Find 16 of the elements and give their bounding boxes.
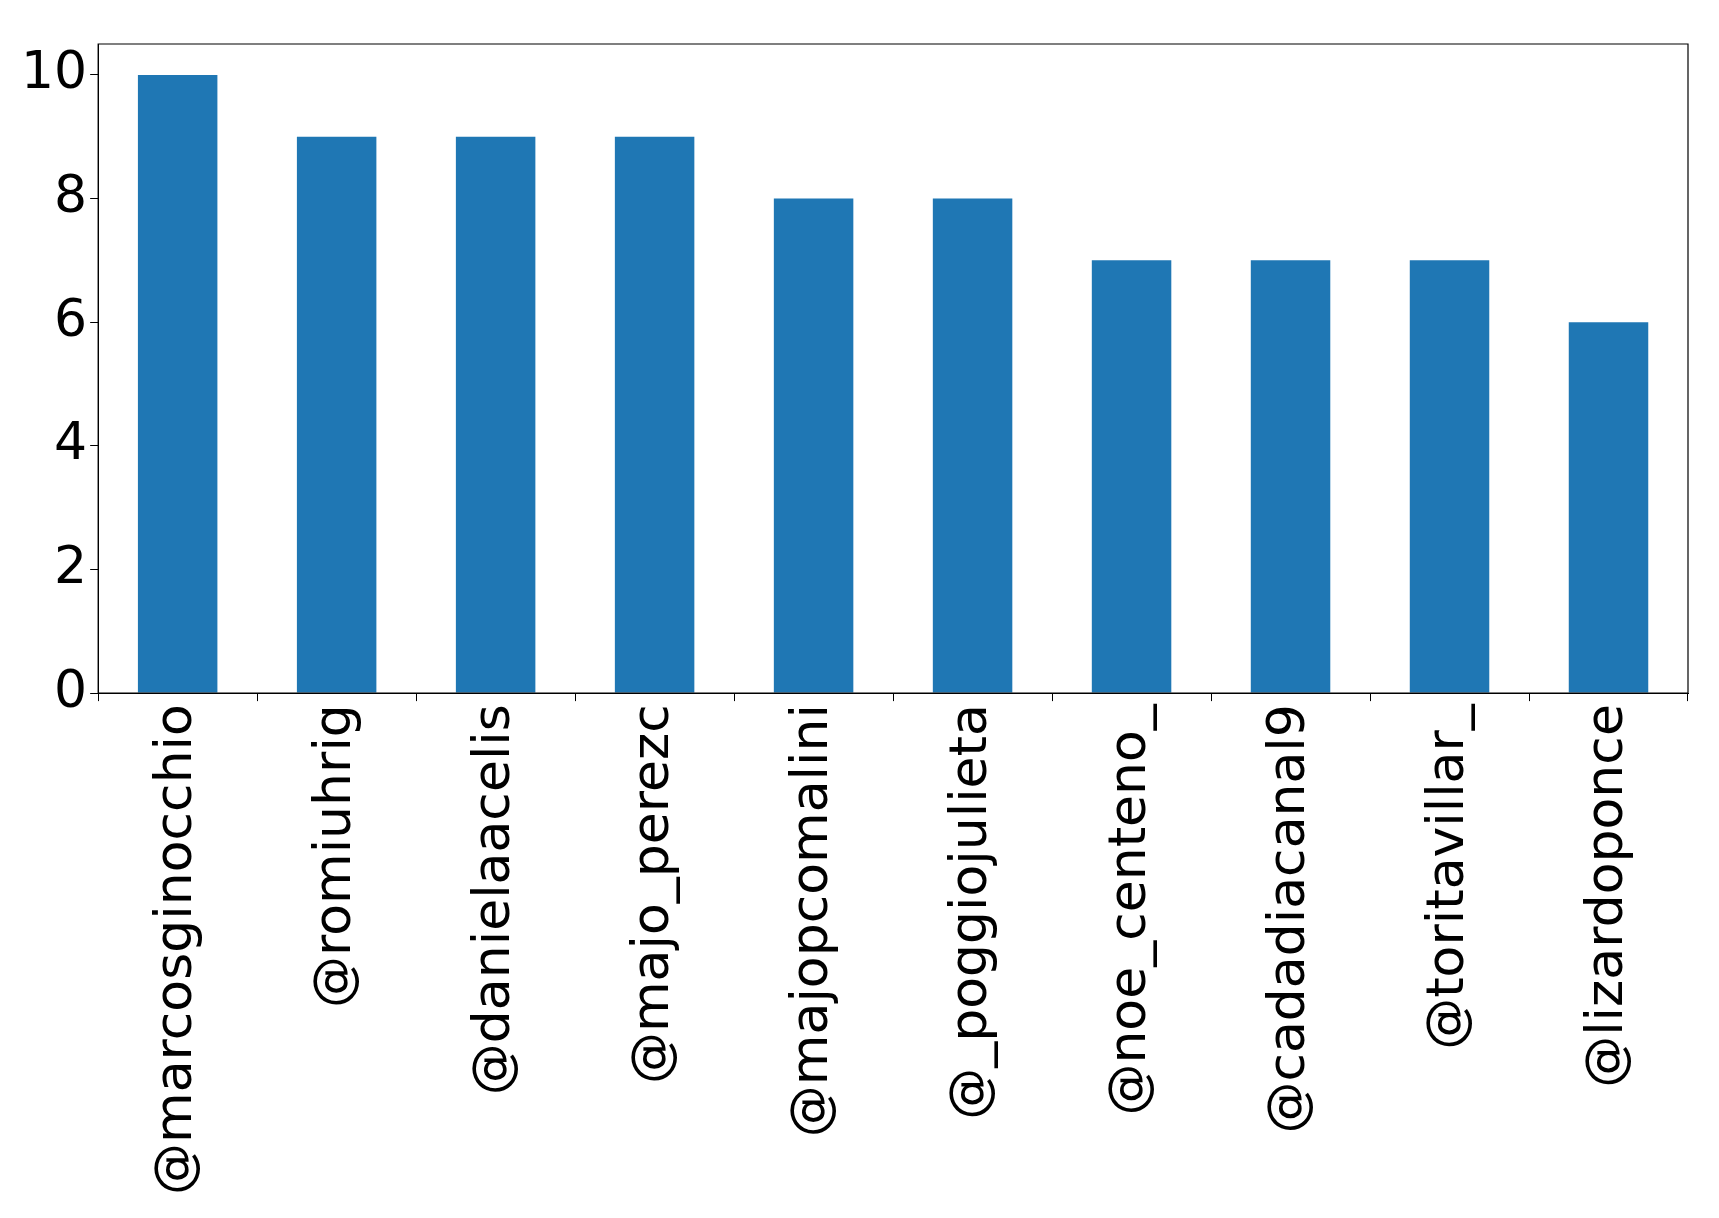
y-tick-label: 0 (54, 658, 88, 719)
y-tick-label: 6 (54, 287, 88, 348)
y-tick-label: 10 (21, 40, 88, 101)
x-tick-label: @_poggiojulieta (938, 704, 999, 1120)
x-tick-label: @cadadiacanal9 (1256, 704, 1317, 1134)
x-tick-label: @noe_centeno_ (1097, 703, 1158, 1116)
x-tick-label: @majopcomalini (779, 704, 840, 1138)
x-tick-label: @danielaacelis (461, 704, 522, 1096)
x-tick-label: @majo_perezc (620, 704, 681, 1085)
x-tick-label: @marcosginocchio (143, 704, 204, 1196)
x-tick-label: @romiuhrig (302, 704, 363, 1009)
y-tick-label: 8 (54, 164, 88, 225)
x-tick-label: @lizardoponce (1574, 704, 1635, 1088)
y-tick-label: 2 (54, 535, 88, 595)
x-tick-label: @toritavillar_ (1415, 703, 1476, 1050)
y-tick-label: 4 (54, 411, 88, 472)
